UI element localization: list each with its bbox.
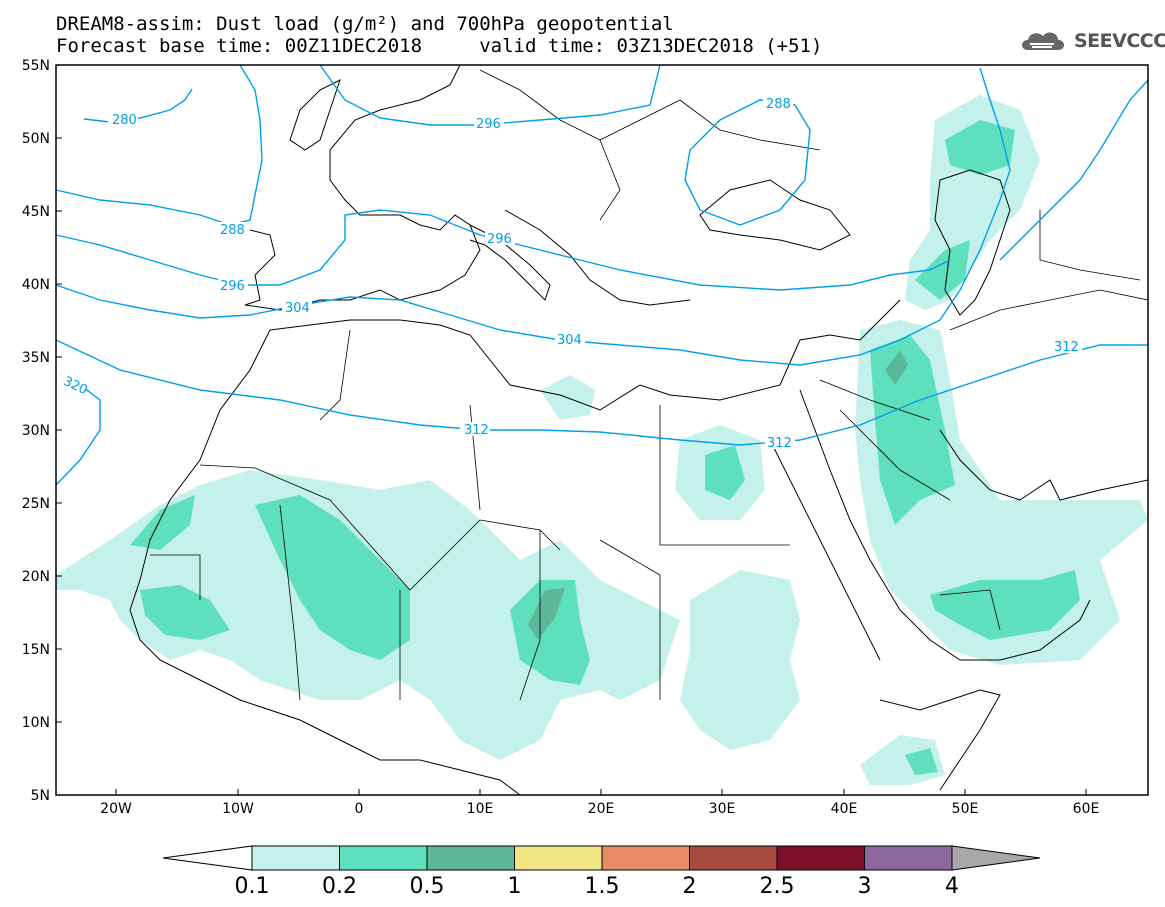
colorbar-labels: 0.1 0.2 0.5 1 1.5 2 2.5 3 4 <box>235 874 960 899</box>
coastline-caspian <box>934 169 1011 316</box>
contour-label-312-east: 312 <box>1054 340 1079 355</box>
geopotential-contours <box>55 64 1149 486</box>
colorbar-label: 0.1 <box>235 874 270 899</box>
y-tick-label: 55N <box>22 58 50 74</box>
coastline-persian-gulf <box>939 429 1149 501</box>
y-tick-label: 20N <box>22 569 50 585</box>
colorbar-label: 0.5 <box>410 874 445 899</box>
colorbar-swatch <box>776 845 865 871</box>
contour-280 <box>83 88 193 123</box>
dust-region-egypt-core <box>705 445 745 500</box>
x-tick-label: 10E <box>467 801 494 817</box>
dust-load-field <box>56 95 1148 785</box>
y-tick-label: 25N <box>22 496 50 512</box>
cloud-icon <box>1022 32 1064 50</box>
dust-region-mauritania <box>140 585 230 640</box>
x-axis-labels: 20W 10W 0 10E 20E 30E 40E 50E 60E <box>100 801 1099 817</box>
contour-label-288-west: 288 <box>220 223 245 238</box>
colorbar-swatches <box>251 845 953 871</box>
dust-region-iraq-peak <box>885 350 908 385</box>
colorbar-swatch <box>864 845 953 871</box>
colorbar-swatch <box>514 845 603 871</box>
coastline-red-sea <box>769 439 881 661</box>
y-tick-label: 5N <box>31 788 50 804</box>
colorbar-label: 1 <box>508 874 522 899</box>
y-tick-label: 50N <box>22 131 50 147</box>
coastline-balkans <box>504 209 691 306</box>
colorbar-swatch <box>251 845 340 871</box>
colorbar-label: 1.5 <box>585 874 620 899</box>
coastline-black-sea <box>699 179 851 251</box>
contour-label-304-mid: 304 <box>557 333 582 348</box>
dust-region-caucasus <box>915 240 970 300</box>
coastline-britain <box>289 79 341 151</box>
dust-region-coast <box>130 495 195 550</box>
colorbar-label: 2.5 <box>760 874 795 899</box>
coastline-north-africa <box>269 299 901 411</box>
contour-label-312-egypt: 312 <box>767 436 792 451</box>
colorbar: 0.1 0.2 0.5 1 1.5 2 2.5 3 4 <box>162 845 1041 899</box>
dust-region-oman <box>930 570 1080 640</box>
logo-text: SEEVCCC <box>1074 30 1165 52</box>
colorbar-swatch <box>339 845 428 871</box>
dust-region-chad-peak <box>528 588 565 640</box>
contour-312-east <box>999 79 1149 261</box>
contour-label-304-west: 304 <box>285 301 310 316</box>
axis-ticks <box>56 137 1087 795</box>
y-tick-label: 30N <box>22 423 50 439</box>
y-tick-label: 40N <box>22 277 50 293</box>
dust-region-chad <box>510 580 590 685</box>
x-tick-label: 20W <box>100 801 132 817</box>
colorbar-label: 3 <box>858 874 872 899</box>
contour-288-east <box>684 99 811 226</box>
contour-304 <box>55 67 1011 366</box>
x-tick-label: 60E <box>1073 801 1100 817</box>
map-title: DREAM8-assim: Dust load (g/m²) and 700hP… <box>56 13 674 35</box>
colorbar-start-arrow <box>162 845 253 871</box>
contour-label-296-west: 296 <box>220 279 245 294</box>
map-subtitle: Forecast base time: 00Z11DEC2018 valid t… <box>56 35 823 57</box>
y-axis-labels: 55N 50N 45N 40N 35N 30N 25N 20N 15N 10N … <box>22 58 50 804</box>
x-tick-label: 40E <box>831 801 858 817</box>
coastline-red-sea-east <box>799 389 1091 661</box>
contour-288-west <box>55 64 263 226</box>
contour-label-296-north: 296 <box>476 117 501 132</box>
y-tick-label: 15N <box>22 642 50 658</box>
y-tick-label: 45N <box>22 204 50 220</box>
contour-labels: 280 288 296 304 312 320 288 296 296 304 … <box>60 96 1082 451</box>
coastline-horn <box>879 689 1001 791</box>
seevccc-logo: SEEVCCC <box>1018 28 1165 54</box>
dust-region-horn-core <box>905 748 938 775</box>
colorbar-end-arrow <box>951 845 1041 871</box>
contour-296-west <box>55 209 951 291</box>
x-tick-label: 0 <box>355 801 364 817</box>
colorbar-label: 0.2 <box>322 874 357 899</box>
x-tick-label: 20E <box>588 801 615 817</box>
dust-region-arabia-core <box>870 335 955 525</box>
coastline-italy <box>469 224 551 301</box>
y-tick-label: 35N <box>22 350 50 366</box>
coastline-west-africa <box>129 329 521 796</box>
x-tick-label: 30E <box>709 801 736 817</box>
x-tick-label: 10W <box>222 801 254 817</box>
colorbar-swatch <box>689 845 778 871</box>
contour-label-288-east: 288 <box>766 97 791 112</box>
colorbar-label: 4 <box>945 874 959 899</box>
contour-label-312-west: 312 <box>464 423 489 438</box>
contour-label-280: 280 <box>112 113 137 128</box>
x-tick-label: 50E <box>952 801 979 817</box>
y-tick-label: 10N <box>22 715 50 731</box>
contour-312 <box>55 339 1148 446</box>
dust-region-sahara-mid <box>255 495 410 660</box>
coastlines <box>129 64 1149 796</box>
contour-label-296-italy: 296 <box>487 232 512 247</box>
colorbar-label: 2 <box>683 874 697 899</box>
colorbar-swatch <box>426 845 515 871</box>
dust-region-east-africa <box>680 570 800 750</box>
coastline-europe <box>244 64 481 311</box>
colorbar-swatch <box>601 845 690 871</box>
dust-region-caspian-core <box>945 120 1015 175</box>
